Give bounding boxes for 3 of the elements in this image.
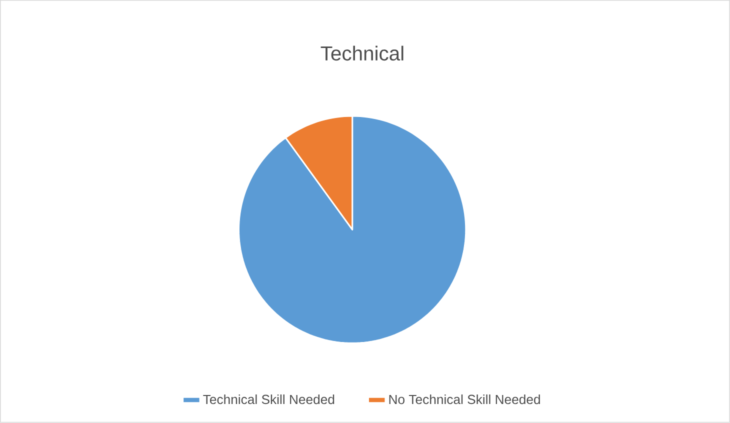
legend-label: No Technical Skill Needed bbox=[389, 394, 540, 404]
chart-title: Technical bbox=[320, 46, 404, 61]
legend-label: Technical Skill Needed bbox=[203, 394, 334, 404]
